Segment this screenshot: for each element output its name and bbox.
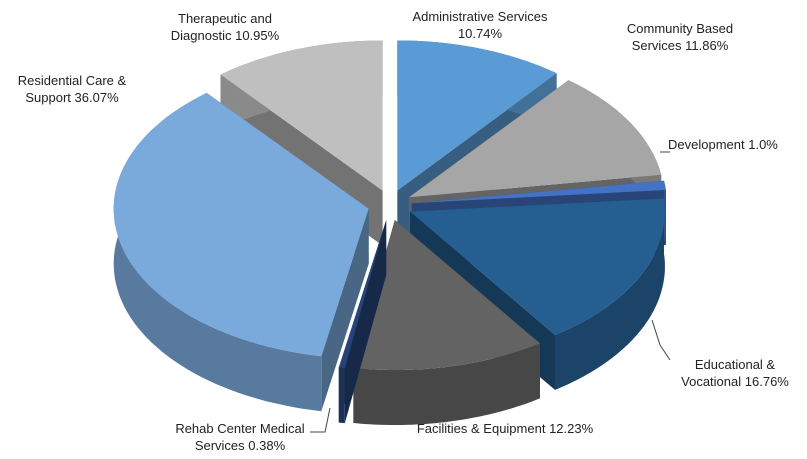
slice xyxy=(353,220,540,370)
slice xyxy=(397,40,557,191)
leader-line xyxy=(651,319,671,361)
category-label: Residential Care & Support xyxy=(17,73,127,105)
category-label: Rehab Center Medical Services xyxy=(175,421,305,453)
slice-side xyxy=(338,220,387,423)
slice xyxy=(411,180,666,204)
slice-label: Facilities & Equipment 12.23% xyxy=(415,420,595,437)
slice-side xyxy=(664,180,666,245)
category-label: Administrative Services xyxy=(412,9,548,24)
slice-side xyxy=(338,367,345,424)
category-label: Facilities & Equipment xyxy=(416,421,546,436)
slice-label: Development 1.0% xyxy=(668,136,807,153)
category-label: Development xyxy=(668,137,745,152)
slice xyxy=(113,92,369,357)
slices xyxy=(113,40,666,425)
value-label: 36.07% xyxy=(74,90,119,105)
slice-label: Therapeutic and Diagnostic 10.95% xyxy=(150,10,300,44)
slice xyxy=(113,92,369,412)
value-label: 16.76% xyxy=(744,374,789,389)
leader-line xyxy=(310,407,331,433)
slice-label: Rehab Center Medical Services 0.38% xyxy=(155,420,325,454)
slice-side xyxy=(555,198,665,390)
category-label: Therapeutic and Diagnostic xyxy=(170,11,272,43)
value-label: 10.74% xyxy=(457,26,503,41)
value-label: 11.86% xyxy=(685,38,729,53)
slice-side xyxy=(353,343,540,425)
slice xyxy=(409,198,665,335)
slice-label: Administrative Services 10.74% xyxy=(395,8,565,42)
slice xyxy=(220,40,383,191)
slice-label: Residential Care & Support 36.07% xyxy=(0,72,147,106)
category-label: Educational & Vocational xyxy=(681,357,776,389)
value-label: 12.23% xyxy=(549,421,594,436)
value-label: 10.95% xyxy=(235,28,280,43)
slice xyxy=(353,220,540,425)
slice xyxy=(338,220,387,369)
category-label: Community Based Services xyxy=(626,21,734,53)
value-label: 0.38% xyxy=(248,438,286,453)
slice-label: Educational & Vocational 16.76% xyxy=(670,356,800,390)
slice-label: Community Based Services 11.86% xyxy=(610,20,750,54)
slice xyxy=(409,80,662,198)
value-label: 1.0% xyxy=(748,137,778,152)
slice xyxy=(338,220,387,424)
slice-side xyxy=(321,208,369,412)
